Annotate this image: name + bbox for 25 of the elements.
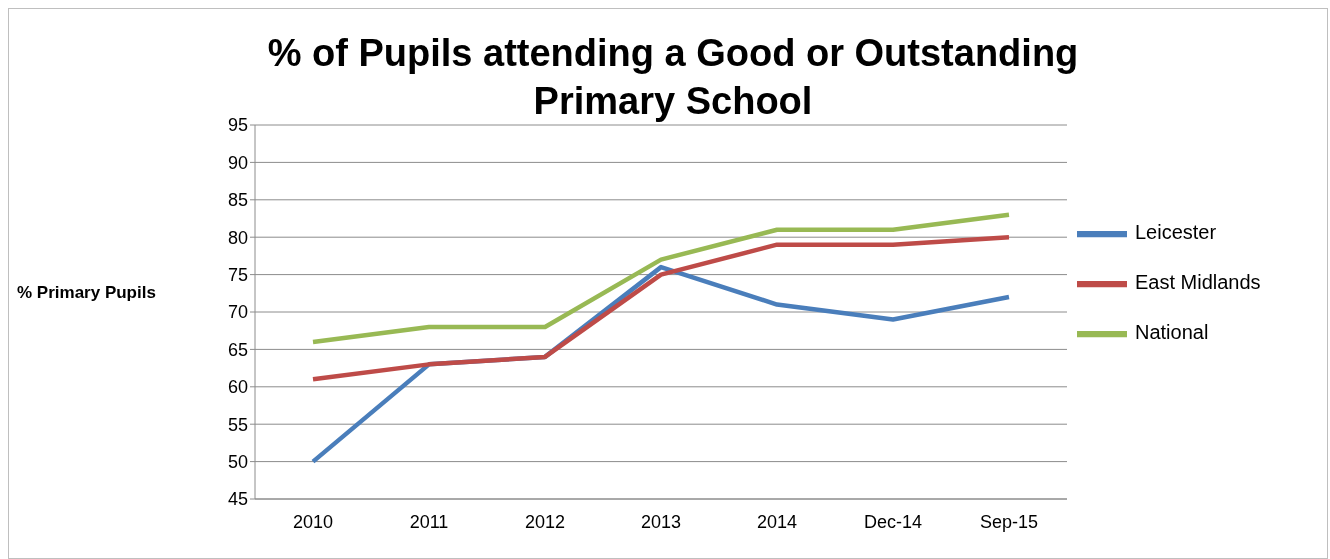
y-tick-label: 45 — [227, 489, 248, 510]
y-tick-label: 60 — [227, 377, 248, 398]
y-tick-label: 70 — [227, 302, 248, 323]
line-series — [310, 234, 1012, 382]
legend-label: East Midlands — [1135, 270, 1261, 293]
y-tick-label: 90 — [227, 152, 248, 173]
chart-title: % of Pupils attending a Good or Outstanding Primary School — [267, 32, 1079, 122]
x-tick-label: 2010 — [292, 511, 334, 532]
x-tick-label: Dec-14 — [863, 511, 923, 532]
x-tick-label: 2011 — [409, 511, 449, 532]
x-tick-label: Sep-15 — [979, 511, 1039, 532]
x-tick-label: 2013 — [640, 511, 682, 532]
y-axis-title: % Primary Pupils — [17, 283, 156, 303]
legend-label: Leicester — [1135, 220, 1217, 243]
y-tick-label: 55 — [227, 414, 248, 435]
y-tick-label: 80 — [227, 227, 248, 248]
y-tick-label: 95 — [227, 115, 248, 136]
y-tick-label: 65 — [227, 339, 248, 360]
line-series — [310, 212, 1012, 345]
y-tick-label: 85 — [227, 190, 248, 211]
x-tick-label: 2014 — [756, 511, 798, 532]
x-tick-label: 2012 — [524, 511, 566, 532]
y-tick-label: 50 — [227, 451, 248, 472]
y-tick-label: 75 — [227, 264, 248, 285]
legend-label: National — [1135, 320, 1209, 343]
